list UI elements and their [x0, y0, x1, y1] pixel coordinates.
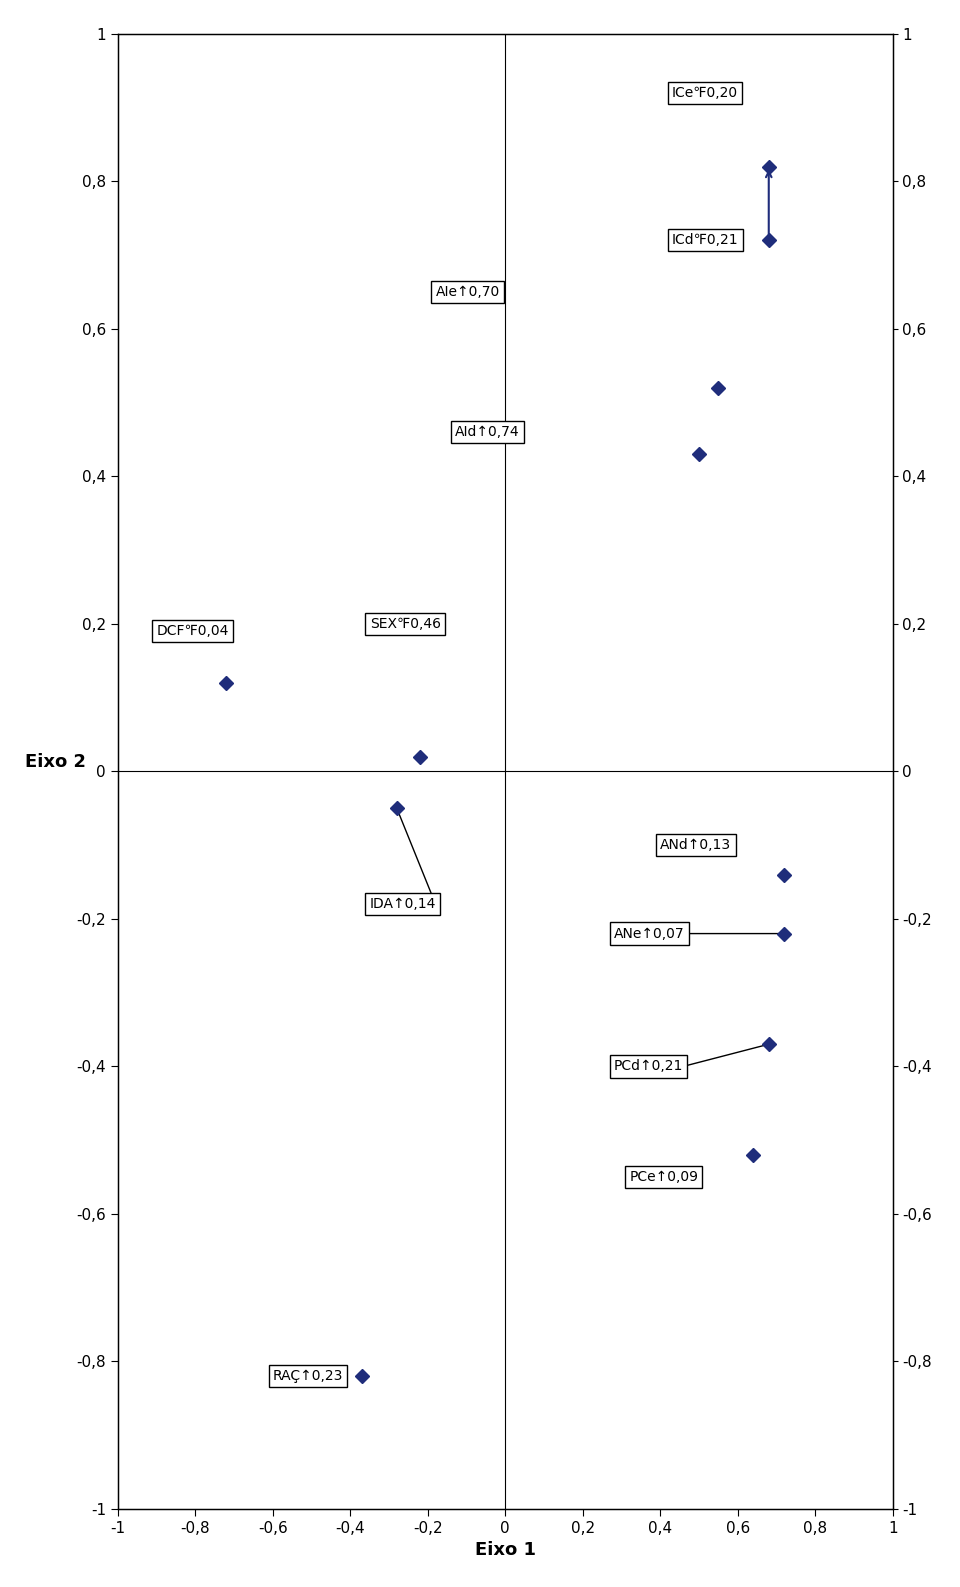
Text: PCd↑0,21: PCd↑0,21 [613, 1060, 684, 1073]
Text: ANd↑0,13: ANd↑0,13 [660, 838, 732, 852]
Text: AIe↑0,70: AIe↑0,70 [436, 286, 500, 298]
Text: DCF℉0,04: DCF℉0,04 [156, 624, 228, 638]
Text: AId↑0,74: AId↑0,74 [455, 425, 519, 440]
X-axis label: Eixo 1: Eixo 1 [475, 1541, 536, 1558]
Text: ANe↑0,07: ANe↑0,07 [613, 927, 684, 941]
Text: ICe℉0,20: ICe℉0,20 [672, 86, 738, 100]
Text: RAÇ↑0,23: RAÇ↑0,23 [273, 1370, 343, 1384]
Y-axis label: Eixo 2: Eixo 2 [25, 754, 86, 771]
Text: IDA↑0,14: IDA↑0,14 [370, 897, 436, 911]
Text: PCe↑0,09: PCe↑0,09 [629, 1170, 698, 1184]
Text: ICd℉0,21: ICd℉0,21 [672, 233, 738, 248]
Text: SEX℉0,46: SEX℉0,46 [370, 617, 441, 630]
